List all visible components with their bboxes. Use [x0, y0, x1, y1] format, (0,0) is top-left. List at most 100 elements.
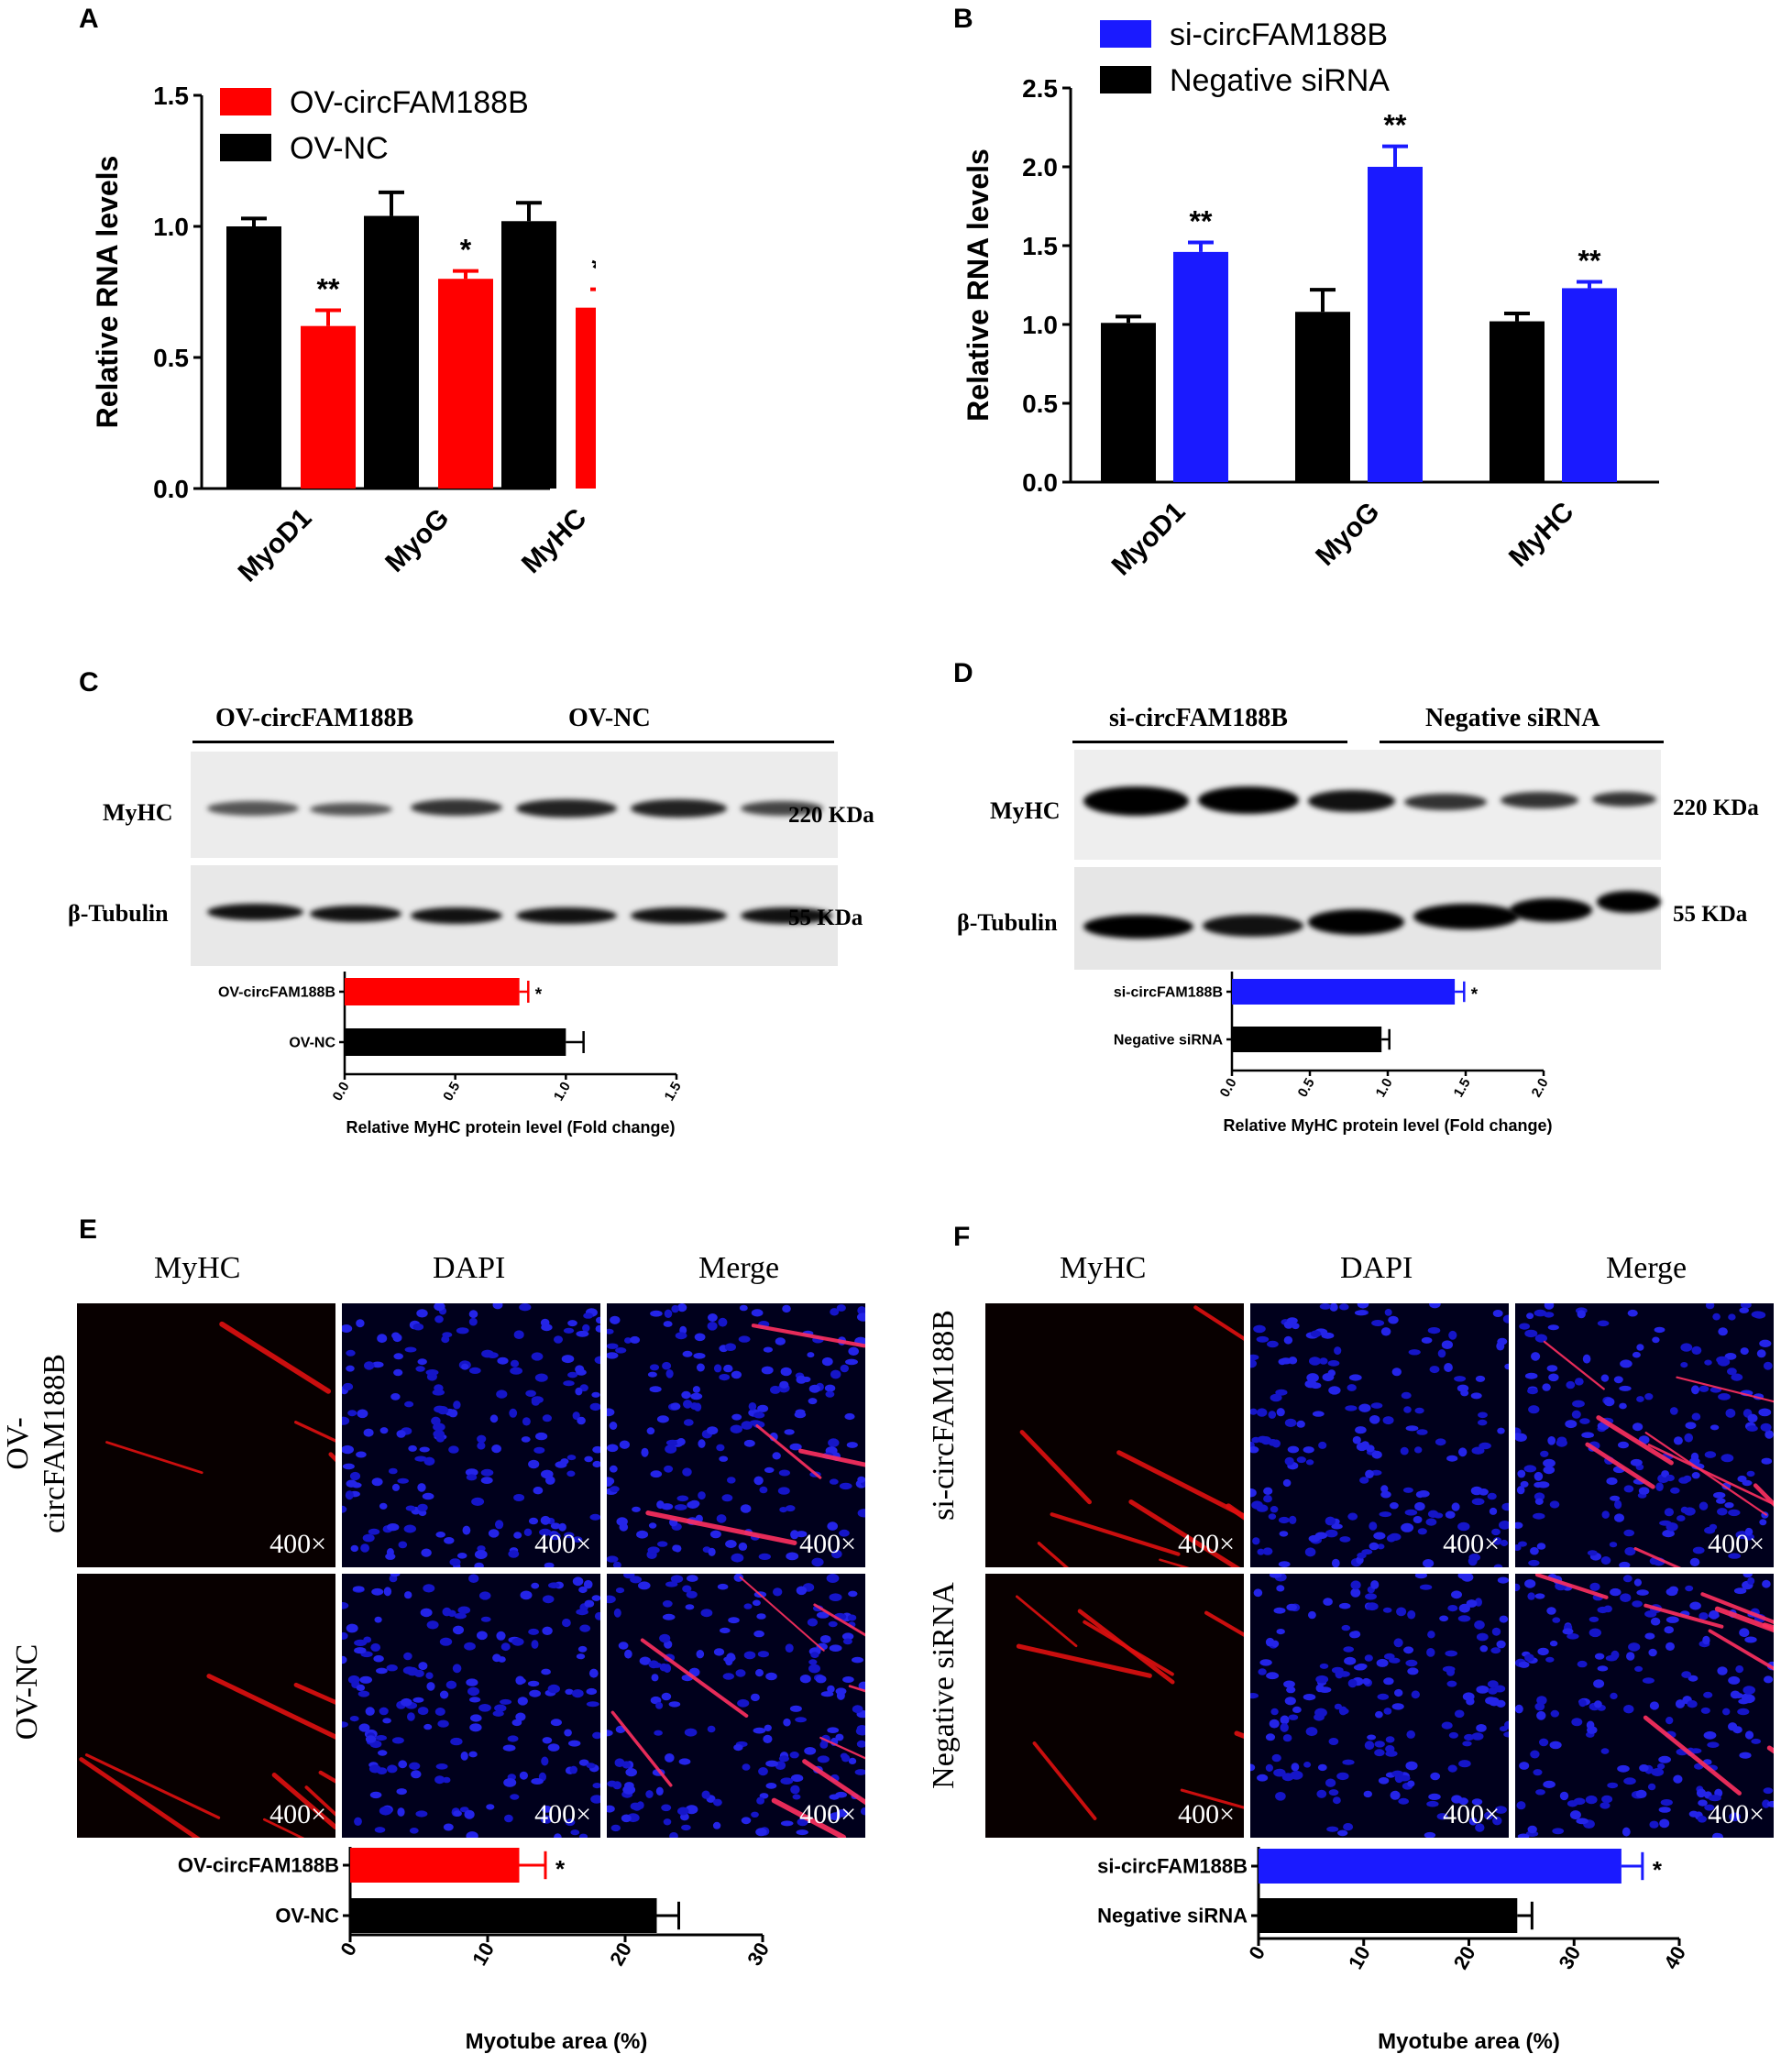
bar — [350, 1898, 657, 1933]
bar — [345, 978, 520, 1005]
panel-label-f: F — [953, 1222, 971, 1252]
magnification-label: 400× — [799, 1799, 856, 1829]
bar — [226, 226, 281, 489]
micro-tile-dapi: 400× — [1250, 1574, 1509, 1838]
category-label: Negative siRNA — [1097, 1905, 1248, 1928]
micro-tile-merge: 400× — [607, 1303, 865, 1567]
significance-mark: ** — [1190, 205, 1213, 238]
micro-tile-merge: 400× — [1515, 1303, 1774, 1567]
chart-c-protein-ov: 0.0 0.5 1.0 1.5 Relative MyHC protein level … — [218, 972, 685, 1137]
panel-label-e: E — [79, 1214, 98, 1245]
x-tick-label: MyHC — [1503, 497, 1579, 573]
significance-mark: * — [460, 234, 472, 267]
significance-mark: * — [555, 1855, 566, 1883]
legend-swatch — [220, 88, 271, 115]
significance-mark: ** — [592, 252, 596, 285]
panel-label-a: A — [79, 4, 99, 34]
x-axis-title: Myotube area (%) — [466, 2029, 648, 2054]
legend-swatch — [1100, 20, 1151, 48]
magnification-label: 400× — [1178, 1529, 1235, 1559]
significance-mark: ** — [1384, 109, 1407, 142]
group-line-2 — [1380, 741, 1664, 743]
category-label: OV-circFAM188B — [178, 1854, 339, 1877]
significance-mark: ** — [1578, 245, 1601, 278]
bar — [350, 1848, 520, 1883]
bar — [1562, 288, 1617, 482]
size-label-220: 220 KDa — [788, 803, 874, 828]
micro-tiles-f: 400× 400× 400× 400× 400× 400× — [985, 1303, 1792, 1838]
chart-b-rna-si: 0.0 0.5 1.0 1.5 2.0 2.5 Relative RNA levels ** M… — [962, 17, 1659, 582]
bar — [1101, 323, 1156, 482]
magnification-label: 400× — [1443, 1799, 1500, 1829]
x-tick-label: 2.0 — [1529, 1076, 1552, 1101]
bar — [1259, 1898, 1518, 1933]
blot-strip-tubulin — [191, 865, 838, 966]
micro-tile-myhc: 400× — [985, 1303, 1244, 1567]
bar — [1368, 167, 1423, 482]
blot-strip-myhc — [191, 752, 838, 858]
bar — [501, 221, 556, 489]
category-label: OV-circFAM188B — [218, 985, 335, 1001]
group-label-ov-circ: OV-circFAM188B — [215, 704, 414, 732]
magnification-label: 400× — [534, 1529, 591, 1559]
group-line-2 — [504, 741, 834, 743]
panel-label-c: C — [79, 667, 99, 697]
bar — [576, 307, 596, 489]
micro-tile-myhc: 400× — [985, 1574, 1244, 1838]
x-axis-title: Relative MyHC protein level (Fold change… — [1223, 1116, 1552, 1135]
x-tick-label: 1.0 — [1373, 1076, 1396, 1101]
panel-label-d: D — [953, 658, 973, 688]
x-tick-label: 0.5 — [440, 1080, 463, 1104]
y-axis-title: Relative RNA levels — [962, 148, 995, 422]
x-tick-label: 0.0 — [330, 1080, 353, 1104]
legend-swatch — [220, 134, 271, 161]
x-tick-label: 20 — [1449, 1942, 1480, 1973]
group-line-1 — [1072, 741, 1347, 743]
row-label-negative: Negative siRNA — [927, 1582, 961, 1789]
x-axis-title: Relative MyHC protein level (Fold change… — [346, 1118, 675, 1137]
x-tick-label: 1.5 — [662, 1080, 685, 1104]
micro-tile-myhc: 400× — [77, 1574, 335, 1838]
western-blot-d: si-circFAM188B Negative siRNA MyHC β-Tub… — [953, 697, 1792, 972]
blot-strip-tubulin — [1074, 867, 1661, 970]
row-label-myhc: MyHC — [990, 797, 1061, 824]
magnification-label: 400× — [269, 1529, 326, 1559]
x-tick-label: MyoD1 — [233, 503, 318, 588]
x-tick-label: 10 — [467, 1939, 499, 1970]
y-tick-label: 2.0 — [1022, 153, 1058, 181]
y-tick-label: 0.5 — [153, 344, 189, 372]
legend-label: OV-circFAM188B — [290, 85, 529, 120]
x-tick-label: 0.5 — [1295, 1076, 1318, 1101]
y-tick-label: 0.5 — [1022, 390, 1058, 418]
bar — [301, 325, 356, 489]
legend-label: si-circFAM188B — [1170, 17, 1388, 52]
x-tick-label: 20 — [605, 1939, 636, 1970]
x-tick-label: 1.5 — [1451, 1076, 1474, 1101]
row-label-ov-nc: OV-NC — [10, 1643, 44, 1741]
category-label: OV-NC — [289, 1036, 335, 1051]
significance-mark: * — [1471, 985, 1479, 1005]
legend-label: OV-NC — [290, 131, 389, 166]
x-tick-label: 0 — [1244, 1942, 1270, 1963]
magnification-label: 400× — [269, 1799, 326, 1829]
x-tick-label: 0.0 — [1217, 1076, 1240, 1101]
bar — [1490, 321, 1545, 482]
bar — [1295, 312, 1350, 482]
row-label-ov-circ: OV- circFAM188B — [1, 1354, 71, 1533]
x-tick-label: 0 — [335, 1939, 361, 1960]
significance-mark: * — [535, 985, 543, 1005]
micro-tile-merge: 400× — [607, 1574, 865, 1838]
y-tick-label: 1.0 — [1022, 311, 1058, 339]
bar — [438, 279, 493, 489]
category-label: si-circFAM188B — [1114, 985, 1223, 1001]
magnification-label: 400× — [1708, 1529, 1765, 1559]
bar — [1259, 1849, 1622, 1884]
col-label-merge: Merge — [698, 1251, 780, 1285]
significance-mark: ** — [317, 273, 340, 306]
x-tick-label: MyoG — [1310, 497, 1385, 572]
group-label-ov-nc: OV-NC — [568, 704, 651, 732]
y-tick-label: 0.0 — [1022, 468, 1058, 497]
micro-tile-dapi: 400× — [1250, 1303, 1509, 1567]
micro-tile-merge: 400× — [1515, 1574, 1774, 1838]
row-label-si-circ: si-circFAM188B — [927, 1310, 961, 1521]
